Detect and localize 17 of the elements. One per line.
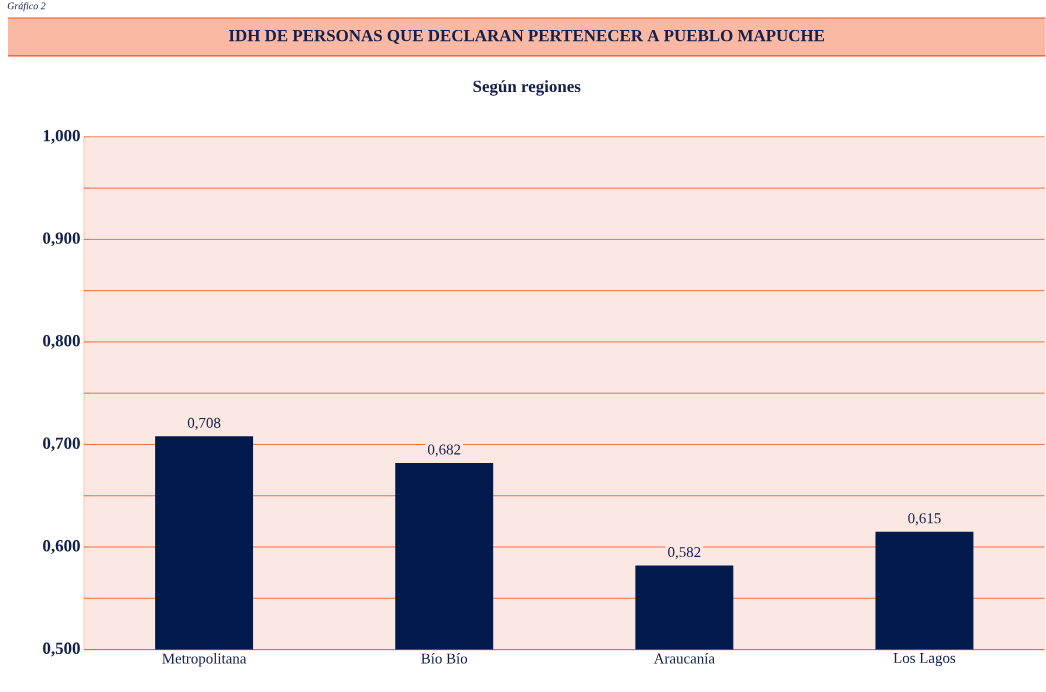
y-tick-label: 0,600 xyxy=(43,540,80,555)
chart-title: IDH DE PERSONAS QUE DECLARAN PERTENECER A PUEBLO MAPUCHE xyxy=(228,30,825,45)
x-tick-label: Bío Bío xyxy=(421,653,468,664)
data-label: 0,682 xyxy=(427,444,461,457)
x-tick-label: Araucanía xyxy=(653,653,715,664)
data-label: 0,708 xyxy=(187,418,221,431)
y-tick-label: 1,000 xyxy=(43,130,80,144)
data-label: 0,615 xyxy=(908,513,941,526)
y-tick-label: 0,900 xyxy=(43,232,80,247)
data-label: 0,582 xyxy=(668,547,701,560)
y-tick-label: 0,500 xyxy=(43,642,80,657)
y-tick-label: 0,800 xyxy=(43,335,80,350)
y-tick-label: 0,700 xyxy=(43,437,80,452)
x-tick-label: Los Lagos xyxy=(893,653,956,667)
chart-subtitle: Según regiones xyxy=(473,80,581,96)
text: Gráfico 2 xyxy=(7,2,46,12)
x-tick-label: Metropolitana xyxy=(162,653,247,667)
